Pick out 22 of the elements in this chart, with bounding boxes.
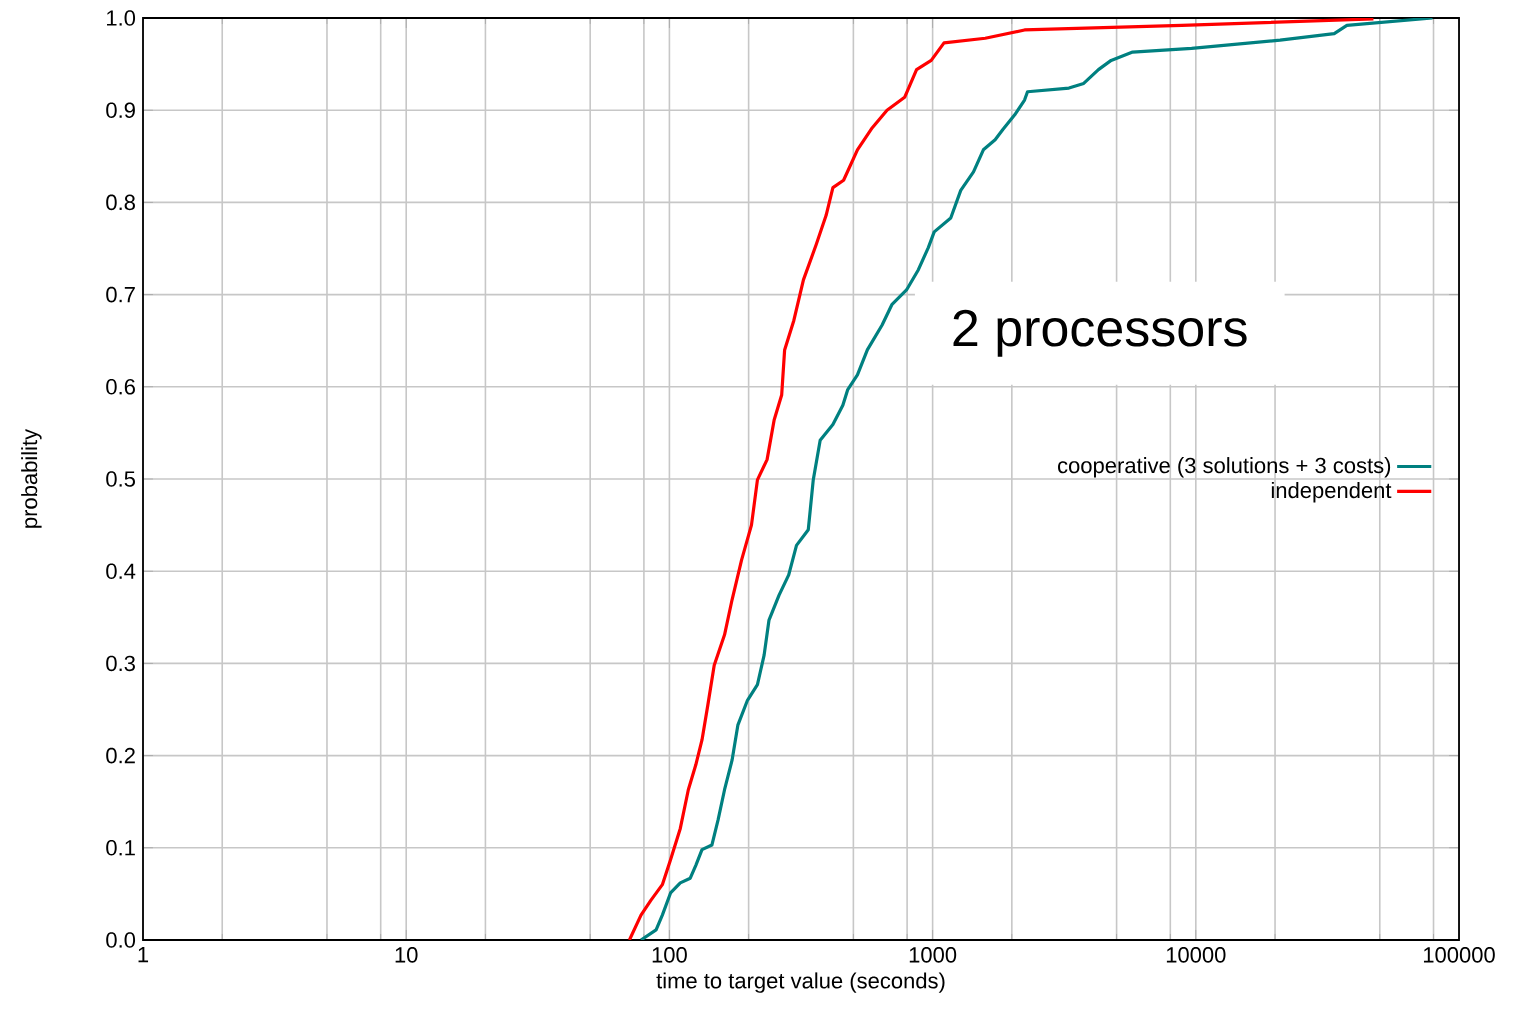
y-tick-label: 0.6 (106, 379, 135, 395)
x-tick-label: 1 (138, 947, 149, 963)
y-tick-label: 0.7 (106, 286, 135, 303)
y-tick-label: 1.0 (107, 10, 136, 26)
x-tick-label: 1000 (909, 947, 957, 963)
y-tick-label: 0.1 (106, 840, 135, 856)
legend-label: independent (1271, 482, 1392, 503)
y-tick-label: 0.0 (106, 932, 136, 948)
y-tick-label: 0.5 (106, 471, 135, 487)
y-tick-label: 0.4 (106, 563, 136, 579)
x-axis-title: time to target value (seconds) (656, 972, 945, 993)
y-tick-label: 0.8 (106, 194, 135, 211)
legend-label: cooperative (3 solutions + 3 costs) (1058, 457, 1391, 478)
y-axis-title: probability (21, 428, 42, 528)
x-tick-label: 10 (395, 947, 418, 963)
x-tick-label: 100000 (1423, 947, 1495, 963)
y-tick-label: 0.3 (106, 655, 135, 672)
y-tick-label: 0.9 (106, 102, 135, 118)
x-tick-label: 100 (652, 947, 687, 963)
x-tick-label: 10000 (1166, 947, 1226, 963)
annotation: 2 processors (953, 309, 1247, 357)
y-tick-label: 0.2 (106, 747, 135, 764)
